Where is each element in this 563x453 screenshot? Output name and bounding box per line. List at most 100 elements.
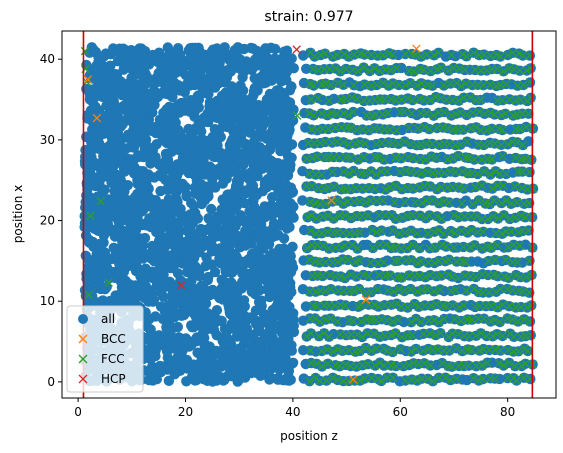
point-all	[218, 375, 229, 386]
point-all	[241, 187, 252, 199]
point-all	[205, 354, 216, 366]
point-all	[234, 53, 245, 65]
point-all	[199, 184, 210, 195]
point-all	[255, 336, 266, 347]
point-all	[91, 86, 102, 98]
point-all	[134, 165, 146, 177]
point-all	[156, 169, 167, 180]
point-all	[90, 63, 102, 74]
point-all	[108, 242, 120, 253]
point-all	[242, 125, 253, 137]
point-all	[231, 87, 243, 99]
point-all	[161, 104, 172, 115]
point-all	[265, 311, 276, 322]
point-all	[224, 139, 236, 151]
point-all	[95, 173, 107, 184]
point-all	[133, 151, 144, 163]
point-all	[190, 159, 201, 170]
point-all	[110, 224, 121, 235]
point-all	[270, 43, 281, 55]
point-all	[81, 155, 92, 166]
point-all	[237, 268, 248, 279]
point-all	[137, 95, 148, 107]
point-all	[225, 202, 237, 213]
point-all	[99, 247, 111, 258]
point-all	[118, 162, 130, 174]
point-all	[177, 66, 188, 77]
point-all	[230, 355, 241, 367]
point-all	[260, 45, 271, 56]
point-all	[188, 308, 199, 319]
point-all	[129, 91, 140, 103]
point-all	[285, 114, 296, 126]
point-all	[250, 305, 262, 316]
point-all	[280, 130, 291, 141]
point-all	[101, 282, 112, 293]
point-all	[196, 352, 207, 363]
point-all	[176, 310, 187, 321]
point-all	[181, 191, 192, 202]
point-all	[159, 260, 170, 271]
point-all	[83, 261, 94, 272]
point-all	[288, 201, 299, 212]
point-all	[251, 367, 262, 379]
point-all	[187, 217, 198, 229]
point-all	[276, 303, 288, 314]
point-all	[217, 115, 228, 126]
point-all	[238, 214, 249, 225]
point-all	[268, 230, 280, 241]
point-all	[115, 103, 127, 115]
point-all	[225, 265, 236, 277]
point-all	[93, 138, 105, 149]
point-all	[126, 99, 138, 111]
point-all	[87, 281, 99, 293]
point-all	[284, 186, 295, 197]
point-all	[186, 275, 197, 287]
point-all	[203, 58, 214, 69]
point-all	[90, 101, 101, 112]
point-all	[283, 56, 294, 68]
point-all	[209, 266, 221, 278]
point-all	[97, 186, 109, 198]
point-all	[162, 251, 173, 262]
point-all	[103, 271, 115, 283]
point-all	[227, 214, 238, 225]
point-all	[279, 46, 290, 57]
point-all	[162, 42, 173, 53]
point-all	[138, 50, 149, 61]
point-all	[208, 180, 220, 192]
point-all	[133, 79, 144, 90]
point-all	[113, 178, 124, 189]
point-all	[145, 97, 157, 108]
point-all	[196, 126, 207, 137]
point-all	[171, 193, 182, 204]
point-all	[155, 185, 166, 197]
point-all	[202, 257, 213, 269]
point-all	[201, 324, 212, 335]
point-all	[230, 185, 241, 196]
point-all	[123, 257, 135, 268]
point-all	[208, 44, 219, 55]
point-all	[253, 264, 264, 276]
point-all	[277, 374, 289, 386]
point-all	[207, 75, 218, 86]
point-all	[184, 53, 195, 64]
point-all	[106, 72, 117, 83]
point-all	[114, 217, 126, 228]
point-all	[157, 221, 168, 232]
point-all	[182, 257, 194, 268]
point-all	[198, 154, 209, 165]
point-all	[128, 142, 140, 153]
point-all	[86, 237, 98, 248]
point-all	[250, 289, 261, 300]
point-all	[161, 323, 172, 334]
point-all	[113, 136, 125, 147]
point-all	[286, 81, 297, 92]
point-all	[195, 223, 207, 235]
point-all	[130, 123, 141, 135]
point-all	[249, 135, 260, 147]
point-all	[206, 369, 218, 381]
point-all	[274, 243, 285, 255]
point-all	[171, 219, 182, 231]
point-all	[105, 160, 116, 171]
